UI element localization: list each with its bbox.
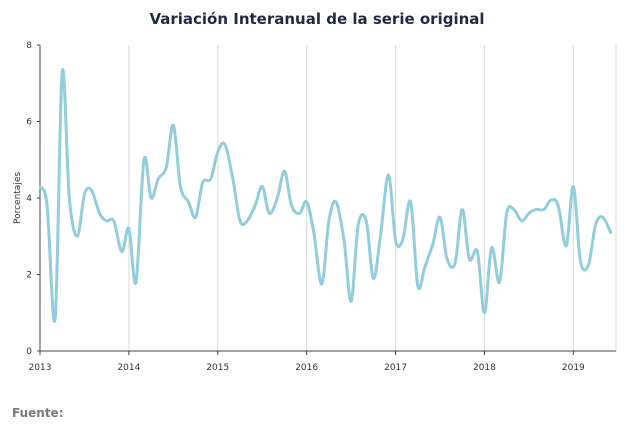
chart-title: Variación Interanual de la serie origina… — [149, 10, 485, 28]
x-tick-label-2018: 2018 — [473, 363, 496, 373]
y-tick-label-6: 6 — [26, 118, 32, 128]
y-tick-labels: 0 2 4 6 8 — [26, 41, 32, 357]
y-tick-label-2: 2 — [26, 271, 32, 281]
x-tick-label-2014: 2014 — [117, 363, 140, 373]
x-tick-label-2017: 2017 — [384, 363, 407, 373]
x-tick-label-2016: 2016 — [295, 363, 318, 373]
grid-lines — [39, 45, 617, 351]
x-tick-label-2013: 2013 — [29, 363, 52, 373]
series-line — [38, 68, 613, 323]
x-tick-labels: 2013 2014 2015 2016 2017 2018 2019 — [29, 363, 586, 373]
y-tick-label-0: 0 — [26, 347, 32, 357]
y-axis-label: Porcentajes — [13, 172, 23, 224]
y-tick-label-8: 8 — [26, 41, 32, 51]
x-tick-label-2019: 2019 — [562, 363, 585, 373]
axes — [37, 44, 616, 355]
y-tick-label-4: 4 — [26, 194, 32, 204]
x-tick-label-2015: 2015 — [206, 363, 229, 373]
source-label: Fuente: — [12, 406, 64, 420]
